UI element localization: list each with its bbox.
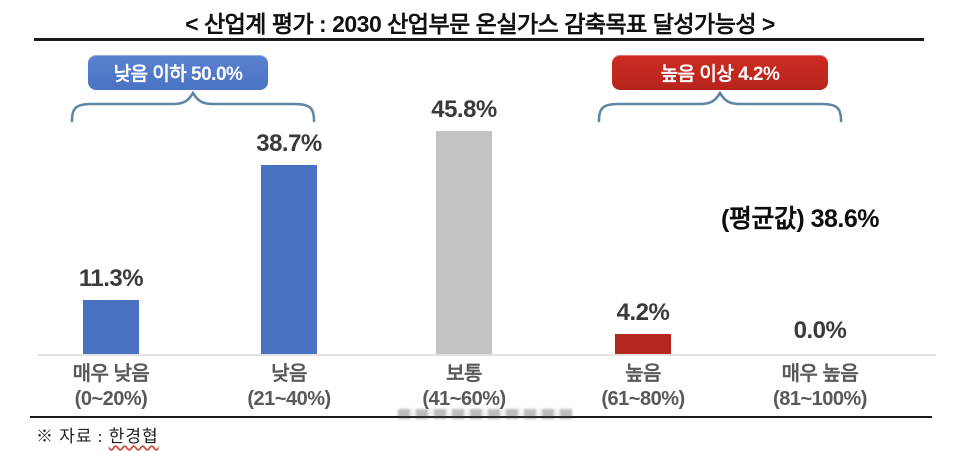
source-note: ※ 자료 : 한경협 [36,422,159,447]
title-underline [34,38,924,41]
category-name: 매우 낮음 [72,363,150,385]
data-label-2: 45.8% [431,96,497,123]
category-name: 높음 [625,363,661,385]
bar-3 [615,334,671,355]
page-title: < 산업계 평가 : 2030 산업부문 온실가스 감축목표 달성가능성 > [185,11,775,37]
low-group-brace-icon [70,91,316,123]
category-range: (21~40%) [247,388,331,410]
category-name: 보통 [446,363,482,385]
category-label-2: 보통 (41~60%) [376,362,552,412]
source-name: 한경협 [108,427,159,446]
category-range: (81~100%) [773,388,867,410]
category-name: 매우 높음 [781,363,859,385]
average-value-label: (평균값) 38.6% [721,205,879,233]
data-label-0: 11.3% [78,265,144,292]
data-label-1: 38.7% [256,130,322,157]
data-label-3: 4.2% [616,299,670,326]
bar-1 [261,165,317,355]
data-label-4: 0.0% [793,317,847,344]
x-axis-line [38,354,936,356]
category-label-0: 매우 낮음 (0~20%) [23,362,199,412]
low-group-badge: 낮음 이하 50.0% [88,55,268,90]
bar-0 [83,300,139,355]
category-range: (0~20%) [74,388,148,410]
high-group-brace-icon [597,91,843,123]
bar-2 [436,131,492,355]
high-group-badge: 높음 이상 4.2% [612,55,828,90]
source-prefix: ※ 자료 : [36,427,109,446]
bottom-divider [30,416,932,418]
watermark-artifact [398,409,573,419]
category-label-4: 매우 높음 (81~100%) [732,362,908,412]
category-range: (41~60%) [422,388,506,410]
category-range: (61~80%) [601,388,685,410]
category-label-3: 높음 (61~80%) [555,362,731,412]
category-name: 낮음 [271,363,307,385]
category-label-1: 낮음 (21~40%) [201,362,377,412]
